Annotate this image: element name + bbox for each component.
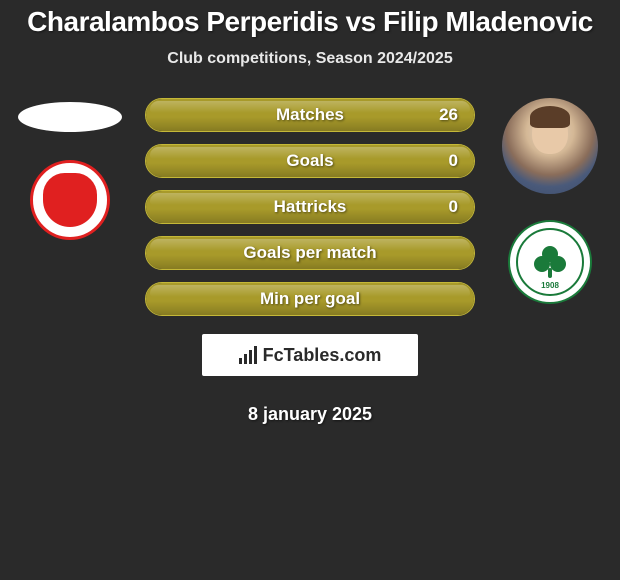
stat-bar: Matches 26	[145, 98, 475, 132]
subtitle: Club competitions, Season 2024/2025	[10, 50, 610, 68]
date: 8 january 2025	[248, 404, 372, 425]
stat-label: Min per goal	[260, 289, 360, 309]
player-right-column: 1908	[490, 98, 610, 304]
stat-bar: Hattricks 0	[145, 190, 475, 224]
player-right-club-badge: 1908	[508, 220, 592, 304]
watermark: FcTables.com	[202, 334, 418, 376]
stat-bar: Min per goal	[145, 282, 475, 316]
stat-right-value: 0	[449, 197, 458, 217]
stat-label: Hattricks	[274, 197, 347, 217]
club-badge-year: 1908	[541, 281, 559, 290]
stat-right-value: 0	[449, 151, 458, 171]
shamrock-icon	[534, 246, 566, 278]
watermark-text: FcTables.com	[263, 345, 382, 366]
player-left-column	[10, 98, 130, 240]
player-left-club-badge	[30, 160, 110, 240]
stat-label: Matches	[276, 105, 344, 125]
stat-label: Goals	[286, 151, 333, 171]
stat-bar: Goals per match	[145, 236, 475, 270]
comparison-row: Matches 26 Goals 0 Hattricks 0 Goals per match…	[10, 98, 610, 425]
player-right-avatar	[502, 98, 598, 194]
stat-label: Goals per match	[243, 243, 376, 263]
stats-column: Matches 26 Goals 0 Hattricks 0 Goals per match…	[130, 98, 490, 425]
stat-bar: Goals 0	[145, 144, 475, 178]
page-title: Charalambos Perperidis vs Filip Mladenov…	[10, 6, 610, 38]
bar-chart-icon	[239, 346, 257, 364]
player-left-avatar	[18, 102, 122, 132]
stat-right-value: 26	[439, 105, 458, 125]
